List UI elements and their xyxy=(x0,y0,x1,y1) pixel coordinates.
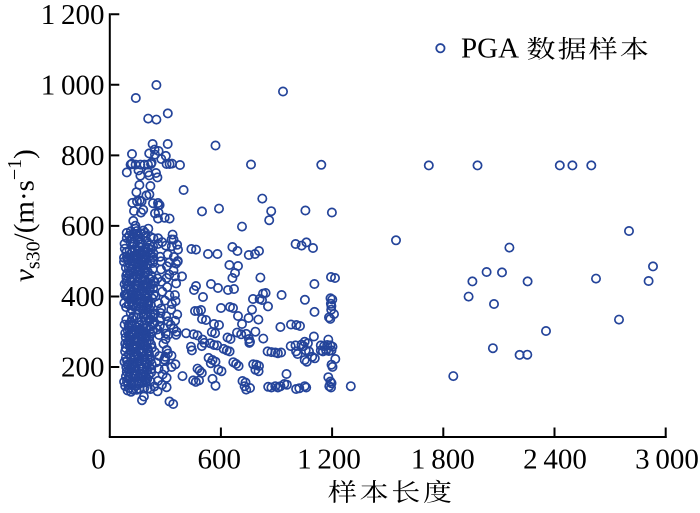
svg-text:2 400: 2 400 xyxy=(523,444,587,476)
svg-text:1 200: 1 200 xyxy=(297,444,361,476)
svg-text:800: 800 xyxy=(61,140,105,172)
svg-text:1 800: 1 800 xyxy=(411,444,475,476)
svg-text:1 200: 1 200 xyxy=(41,0,105,31)
svg-text:400: 400 xyxy=(61,281,105,313)
svg-text:600: 600 xyxy=(197,444,241,476)
svg-text:600: 600 xyxy=(61,211,105,243)
svg-text:PGA: PGA xyxy=(461,32,519,64)
svg-text:vs30/(m·s−1): vs30/(m·s−1) xyxy=(4,149,45,282)
svg-text:1 000: 1 000 xyxy=(41,70,105,102)
svg-text:0: 0 xyxy=(91,444,106,476)
svg-text:3 000: 3 000 xyxy=(635,444,699,476)
svg-text:200: 200 xyxy=(61,352,105,384)
